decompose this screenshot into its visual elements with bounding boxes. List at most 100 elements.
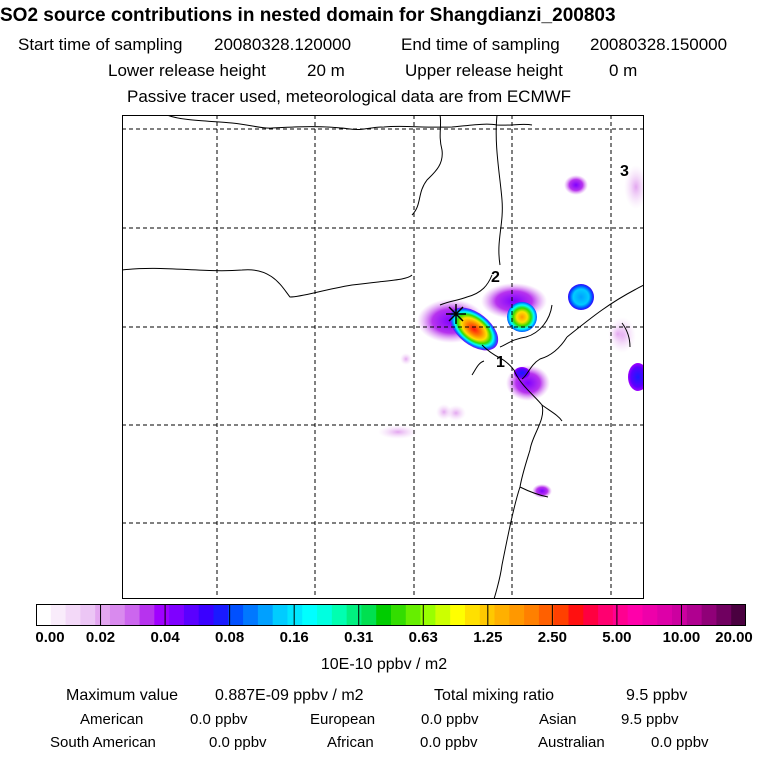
map-frame: [122, 115, 644, 599]
hotspot-main: [449, 307, 499, 351]
colorbar-swatch: [701, 604, 718, 626]
tracer-note: Passive tracer used, meteorological data…: [127, 87, 572, 106]
border-line-1: [411, 115, 443, 216]
coast-peninsula: [541, 404, 563, 422]
colorbar-swatch: [169, 604, 185, 626]
colorbar-tick-label: 0.08: [215, 629, 245, 646]
region-value-south-american: 0.0 ppbv: [209, 734, 267, 751]
colorbar-swatch: [627, 604, 644, 626]
colorbar-swatch: [109, 604, 126, 626]
coast-bay-2: [471, 360, 485, 376]
plume-faint-5: [611, 326, 625, 342]
colorbar-tick-label: 0.16: [279, 629, 309, 646]
colorbar-swatch: [435, 604, 451, 626]
colorbar-unit: 10E-10 ppbv / m2: [320, 656, 448, 673]
colorbar-swatch: [494, 604, 510, 626]
colorbar-tick-label: 0.31: [344, 629, 374, 646]
plume-faint-2: [378, 425, 418, 439]
colorbar-swatch: [302, 604, 318, 626]
region-label-1: 1: [496, 354, 505, 371]
colorbar-tick-label: 0.63: [408, 629, 438, 646]
colorbar-swatch: [272, 604, 289, 626]
plume-faint-3: [436, 404, 452, 420]
colorbar-tick-label: 1.25: [473, 629, 503, 646]
region-name-european: European: [310, 711, 376, 728]
colorbar-swatch: [716, 604, 732, 626]
end-time-value: 20080328.150000: [590, 35, 728, 54]
colorbar-swatch: [642, 604, 658, 626]
northern-border-line: [166, 115, 533, 131]
colorbar-swatch: [686, 604, 703, 626]
colorbar-tick-label: 0.00: [35, 629, 65, 646]
colorbar-swatch: [583, 604, 599, 626]
region-value-australian: 0.0 ppbv: [651, 734, 709, 751]
receptor-marker: [446, 304, 466, 324]
lower-release-value: 20 m: [307, 61, 345, 80]
chart-title: SO2 source contributions in nested domai…: [0, 5, 616, 26]
colorbar-swatch: [198, 604, 215, 626]
colorbar-swatch: [464, 604, 481, 626]
colorbar-swatch: [228, 604, 244, 626]
colorbar-swatch: [612, 604, 629, 626]
coast-bay-south: [519, 486, 549, 498]
colorbar-tick-label: 2.50: [537, 629, 567, 646]
start-time-label: Start time of sampling: [18, 35, 183, 54]
colorbar-swatch: [598, 604, 614, 626]
colorbar-swatch: [509, 604, 525, 626]
colorbar-swatch: [524, 604, 540, 626]
colorbar-tick-label: 0.02: [85, 629, 116, 646]
colorbar-swatch: [361, 604, 377, 626]
colorbar-swatch: [80, 604, 96, 626]
colorbar-swatch: [243, 604, 259, 626]
colorbar-dividers: [100, 604, 682, 626]
concentration-map: 2 1 3: [122, 115, 644, 599]
colorbar-swatch: [154, 604, 170, 626]
colorbar-swatch: [50, 604, 67, 626]
hotspot-south: [514, 367, 530, 379]
colorbar-swatch: [287, 604, 303, 626]
region-name-asian: Asian: [539, 711, 577, 728]
colorbar-swatch: [124, 604, 141, 626]
colorbar-swatch: [139, 604, 155, 626]
region-name-african: African: [327, 734, 374, 751]
colorbar-frame: [36, 604, 746, 626]
upper-release-label: Upper release height: [405, 61, 563, 80]
colorbar-swatch: [317, 604, 333, 626]
colorbar-swatch: [346, 604, 363, 626]
region-name-australian: Australian: [538, 734, 605, 751]
grid-lines: [122, 115, 644, 599]
total-mixing-value: 9.5 ppbv: [626, 687, 688, 704]
colorbar-swatch: [213, 604, 229, 626]
colorbar-swatch: [376, 604, 392, 626]
colorbar-swatch: [420, 604, 436, 626]
region-value-african: 0.0 ppbv: [420, 734, 478, 751]
region-label-3: 3: [620, 163, 629, 180]
colorbar: [36, 604, 746, 626]
concentration-field: [378, 165, 644, 498]
region-value-american: 0.0 ppbv: [190, 711, 248, 728]
plume-faint-4: [400, 353, 412, 365]
coast-south: [493, 369, 544, 599]
colorbar-tick-label: 10.00: [662, 629, 701, 646]
colorbar-swatch: [257, 604, 274, 626]
colorbar-tick-label: 5.00: [602, 629, 632, 646]
colorbar-swatch: [391, 604, 407, 626]
colorbar-swatch: [36, 604, 52, 626]
colorbar-swatch: [657, 604, 673, 626]
colorbar-swatch: [568, 604, 584, 626]
colorbar-swatch: [331, 604, 348, 626]
receptor-marker-d2: [448, 306, 464, 322]
region-name-south-american: South American: [50, 734, 156, 751]
colorbar-swatch: [183, 604, 200, 626]
hotspot-region-2: [507, 302, 537, 332]
max-value: 0.887E-09 ppbv / m2: [215, 687, 364, 704]
hotspot-east: [568, 284, 594, 310]
start-time-value: 20080328.120000: [214, 35, 352, 54]
colorbar-swatch: [538, 604, 555, 626]
plume-east-edge: [624, 165, 644, 209]
border-line-2: [122, 267, 413, 298]
colorbar-swatch: [450, 604, 466, 626]
coast-bay-1: [481, 344, 515, 371]
colorbar-swatch: [65, 604, 81, 626]
lower-release-label: Lower release height: [108, 61, 266, 80]
